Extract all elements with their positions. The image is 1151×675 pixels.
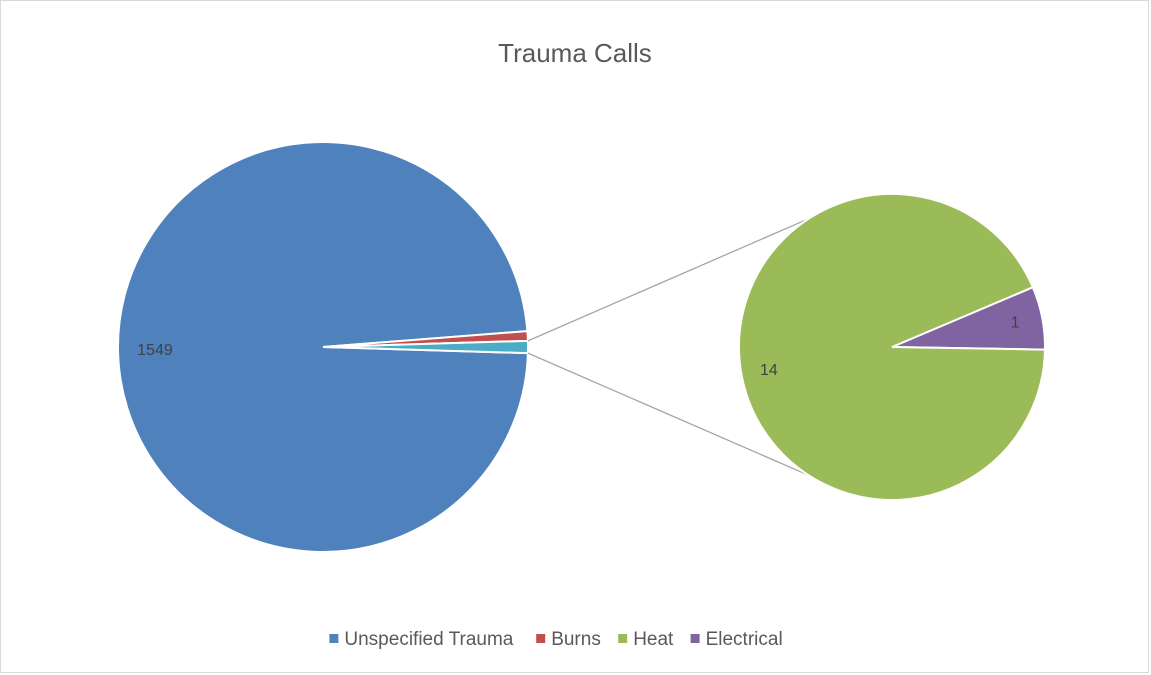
chart-title: Trauma Calls <box>498 38 652 68</box>
legend-swatch <box>618 634 628 643</box>
connector <box>527 218 809 342</box>
legend-swatch <box>536 634 546 643</box>
data-label: 14 <box>760 362 778 379</box>
legend-label: Burns <box>551 629 601 650</box>
legend-label: Unspecified Trauma <box>344 629 513 650</box>
legend-swatch <box>690 634 700 643</box>
data-label: 1 <box>1011 314 1020 331</box>
connector <box>527 352 809 476</box>
pie-slice <box>738 193 1047 501</box>
pie-slice-other <box>322 339 529 355</box>
legend-swatch <box>329 634 339 643</box>
data-label: 1549 <box>137 342 173 359</box>
legend-label: Heat <box>633 629 674 650</box>
pie-slice <box>117 141 529 553</box>
legend-label: Electrical <box>706 629 783 650</box>
